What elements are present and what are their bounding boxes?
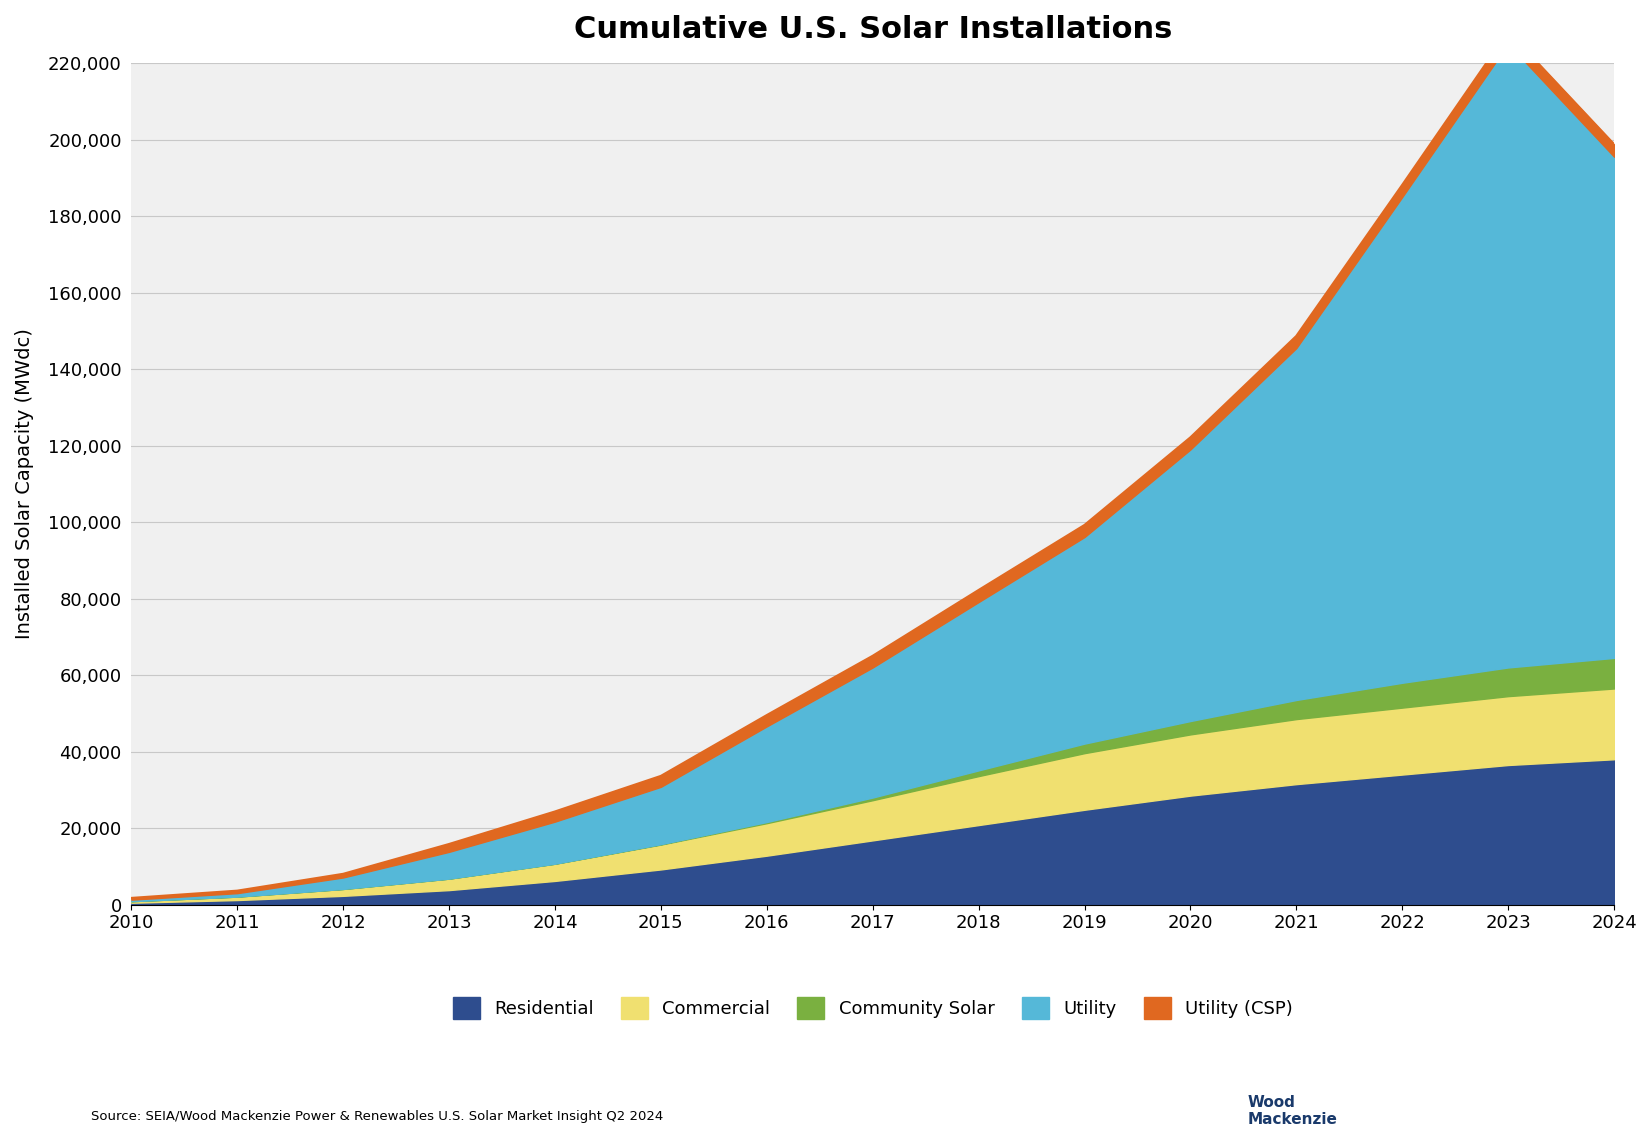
Title: Cumulative U.S. Solar Installations: Cumulative U.S. Solar Installations	[573, 15, 1171, 44]
Text: Wood
Mackenzie: Wood Mackenzie	[1247, 1095, 1336, 1127]
Text: Source: SEIA/Wood Mackenzie Power & Renewables U.S. Solar Market Insight Q2 2024: Source: SEIA/Wood Mackenzie Power & Rene…	[91, 1110, 662, 1123]
Y-axis label: Installed Solar Capacity (MWdc): Installed Solar Capacity (MWdc)	[15, 328, 35, 639]
Legend: Residential, Commercial, Community Solar, Utility, Utility (CSP): Residential, Commercial, Community Solar…	[446, 990, 1300, 1026]
